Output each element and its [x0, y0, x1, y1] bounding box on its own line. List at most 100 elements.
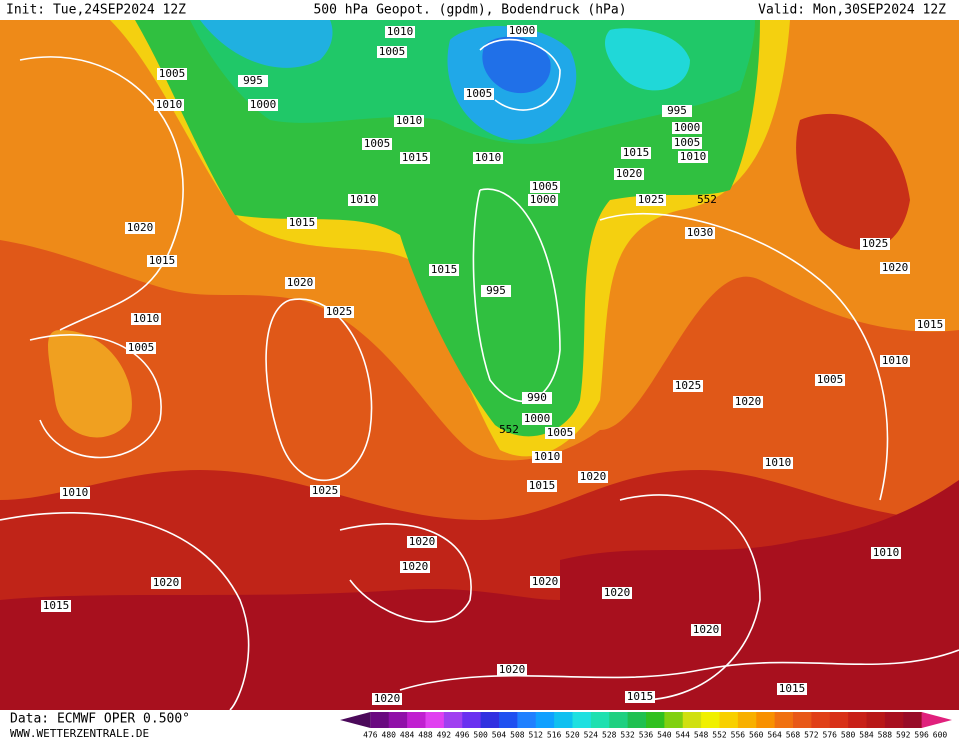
isobar-label: 1005 [817, 373, 844, 386]
colorbar-swatch [793, 712, 812, 728]
colorbar-label: 556 [731, 731, 746, 740]
label-background [497, 664, 527, 676]
label-background [691, 624, 721, 636]
isobar-label: 1010 [765, 456, 792, 469]
colorbar-swatch [719, 712, 739, 728]
label-background [614, 168, 644, 180]
isobar-label: 1020 [127, 221, 154, 234]
isobar-label: 1030 [687, 226, 714, 239]
isobar-label: 1010 [62, 486, 89, 499]
colorbar-swatch [425, 712, 445, 728]
label-background [685, 227, 715, 239]
contour-label: 552 [697, 193, 717, 206]
isobar-label: 1010 [680, 150, 707, 163]
colorbar-swatch [370, 712, 390, 728]
label-background [400, 561, 430, 573]
label-background [522, 413, 552, 425]
colorbar-swatch [737, 712, 757, 728]
isobar-label: 1010 [882, 354, 909, 367]
label-background [672, 137, 702, 149]
label-background [602, 587, 632, 599]
colorbar-swatch [701, 712, 720, 728]
isobar-label: 1005 [547, 426, 574, 439]
label-background [151, 577, 181, 589]
label-background [154, 99, 184, 111]
isobar-label: 1000 [509, 24, 536, 37]
isobar-label: 1005 [128, 341, 155, 354]
isobar-label: 1015 [779, 682, 806, 695]
isobar-label: 1020 [499, 663, 526, 676]
header-bar [0, 0, 959, 20]
colorbar-swatch [682, 712, 702, 728]
label-background [348, 194, 378, 206]
isobar-label: 1010 [133, 312, 160, 325]
label-background [147, 255, 177, 267]
label-background [287, 217, 317, 229]
footer-data: Data: ECMWF OPER 0.500° [10, 712, 190, 727]
colorbar-label: 488 [418, 731, 433, 740]
colorbar-label: 548 [694, 731, 709, 740]
label-background [362, 138, 392, 150]
colorbar-swatch [609, 712, 629, 728]
colorbar-swatch [756, 712, 776, 728]
isobar-label: 1005 [466, 87, 493, 100]
colorbar-swatch [499, 712, 518, 728]
label-background [377, 46, 407, 58]
isobar-label: 1025 [638, 193, 665, 206]
colorbar-swatch [554, 712, 573, 728]
isobar-label: 1020 [882, 261, 909, 274]
label-background [871, 547, 901, 559]
colorbar-label: 580 [841, 731, 856, 740]
label-background [407, 536, 437, 548]
colorbar-swatch [517, 712, 537, 728]
colorbar-label: 576 [823, 731, 838, 740]
isobar-label: 1000 [524, 412, 551, 425]
colorbar-label: 524 [584, 731, 599, 740]
label-background [777, 683, 807, 695]
isobar-label: 1020 [604, 586, 631, 599]
colorbar-swatch [443, 712, 463, 728]
label-background [527, 480, 557, 492]
isobar-label: 1025 [862, 237, 889, 250]
colorbar-swatch [774, 712, 794, 728]
label-background [41, 600, 71, 612]
isobar-label: 1015 [431, 263, 458, 276]
label-background [394, 115, 424, 127]
colorbar-label: 588 [878, 731, 893, 740]
label-background [372, 693, 402, 705]
isobar-label: 1025 [326, 305, 353, 318]
isobar-label: 1010 [534, 450, 561, 463]
isobar-label: 1010 [350, 193, 377, 206]
label-background [126, 342, 156, 354]
colorbar-swatch [627, 712, 647, 728]
isobar-label: 1015 [43, 599, 70, 612]
colorbar-label: 592 [896, 731, 911, 740]
label-background [621, 147, 651, 159]
colorbar-label: 552 [712, 731, 727, 740]
isobar-label: 1015 [917, 318, 944, 331]
colorbar-label: 520 [565, 731, 580, 740]
isobar-label: 1010 [156, 98, 183, 111]
isobar-label: 1020 [409, 535, 436, 548]
map-title: 500 hPa Geopot. (gpdm), Bodendruck (hPa) [313, 3, 626, 18]
colorbar: 476 480 484 488 492 496 500 504 508 512 516 520 524 5… [340, 712, 952, 740]
isobar-label: 1015 [623, 146, 650, 159]
label-background [880, 262, 910, 274]
isobar-label: 1020 [735, 395, 762, 408]
isobar-label: 1005 [364, 137, 391, 150]
label-background [733, 396, 763, 408]
colorbar-swatch [590, 712, 610, 728]
isobar-label: 1010 [873, 546, 900, 559]
isobar-label: 1015 [627, 690, 654, 703]
label-background [507, 25, 537, 37]
label-background [545, 427, 575, 439]
colorbar-swatch [866, 712, 886, 728]
colorbar-swatch [407, 712, 426, 728]
label-background [464, 88, 494, 100]
isobar-label: 1020 [580, 470, 607, 483]
isobar-label: 1000 [250, 98, 277, 111]
label-background [473, 152, 503, 164]
isobar-label: 1020 [153, 576, 180, 589]
colorbar-label: 484 [400, 731, 415, 740]
